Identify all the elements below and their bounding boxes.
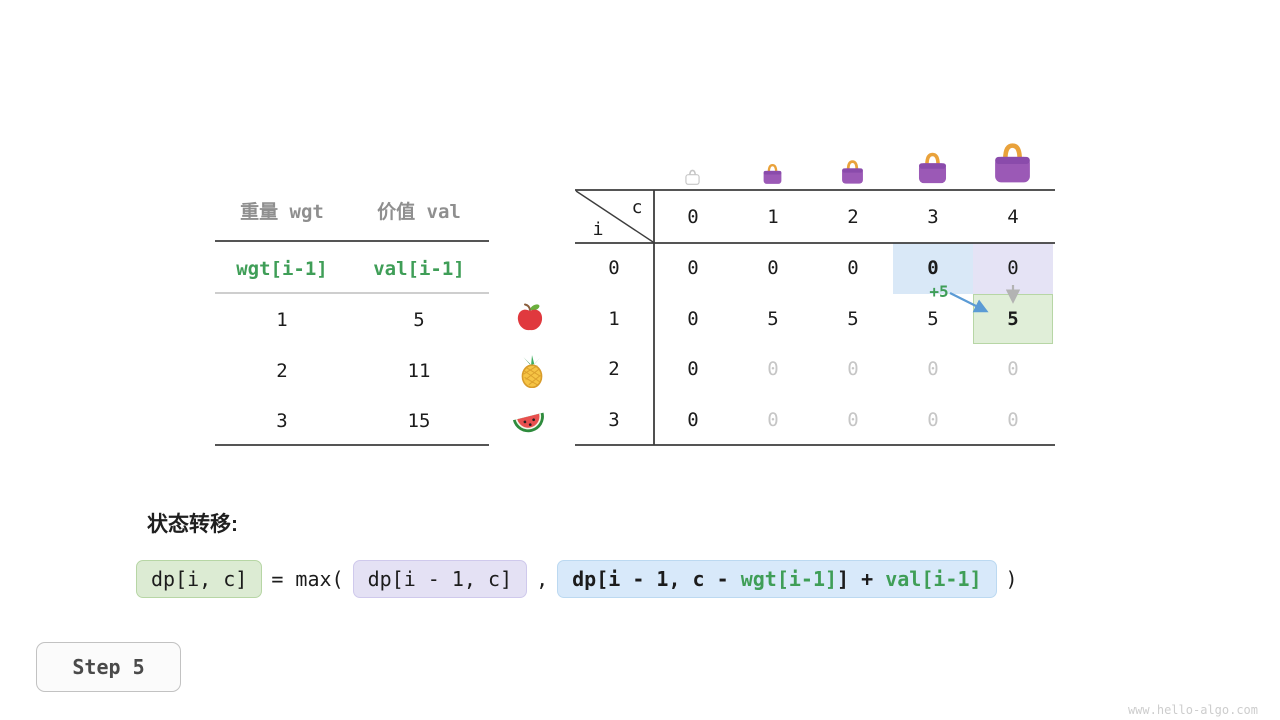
dp-row-header-0: 0 — [608, 257, 620, 280]
item-row-weight: 1 — [276, 309, 288, 331]
dp-cell-1-2: 5 — [847, 307, 859, 330]
dp-cell-2-2: 0 — [847, 358, 859, 381]
corner-row-label: i — [592, 219, 604, 240]
dp-cell-3-1: 0 — [767, 408, 779, 431]
step-button[interactable]: Step 5 — [36, 642, 181, 692]
bag-icon-3 — [918, 152, 947, 184]
formula-lhs: dp[i, c] — [136, 560, 263, 598]
formula-close-paren: ) — [1005, 567, 1018, 591]
item-row-weight: 3 — [276, 410, 288, 432]
dp-cell-1-1: 5 — [767, 307, 779, 330]
formula-comma: , — [536, 567, 549, 591]
dp-col-header-3: 3 — [927, 206, 939, 228]
formula-arg2-val: val[i-1] — [885, 567, 982, 591]
value-variable-label: val[i-1] — [373, 258, 465, 280]
dp-cell-0-1: 0 — [767, 257, 779, 280]
dp-cell-1-0: 0 — [687, 307, 699, 330]
dp-col-header-0: 0 — [687, 206, 699, 228]
dp-cell-3-2: 0 — [847, 408, 859, 431]
dp-col-header-4: 4 — [1007, 206, 1019, 228]
formula-arg2-wgt: wgt[i-1] — [740, 567, 838, 591]
dp-cell-2-3: 0 — [927, 358, 939, 381]
dp-cell-2-0: 0 — [687, 358, 699, 381]
dp-cell-1-3: 5 — [927, 307, 939, 330]
dp-row-header-2: 2 — [608, 358, 620, 381]
state-transition-label: 状态转移: — [147, 513, 238, 536]
pineapple-icon — [521, 355, 543, 388]
dp-col-header-1: 1 — [767, 206, 779, 228]
dp-cell-3-4: 0 — [1007, 408, 1019, 431]
formula: dp[i, c] = max( dp[i - 1, c] , dp[i - 1,… — [136, 560, 1018, 598]
bag-icon-2 — [842, 160, 863, 184]
watermelon-icon — [512, 412, 544, 433]
dp-row-header-3: 3 — [608, 408, 620, 431]
dp-cell-0-3-source-chosen: 0 — [893, 243, 973, 294]
dp-cell-0-0: 0 — [687, 257, 699, 280]
dp-cell-0-2: 0 — [847, 257, 859, 280]
dp-row-headers: 0 1 2 3 — [575, 243, 653, 445]
watermark: www.hello-algo.com — [1127, 703, 1258, 717]
dp-cells: 0 0 0 0 0 0 5 5 5 5 0 0 0 0 0 0 0 0 0 0 — [653, 243, 1053, 445]
formula-arg2-prefix: dp[i - 1, c - — [572, 567, 741, 591]
dp-cell-3-3: 0 — [927, 408, 939, 431]
formula-arg1: dp[i - 1, c] — [352, 560, 528, 598]
weight-variable-label: wgt[i-1] — [236, 258, 328, 280]
dp-cell-1-4-current: 5 — [973, 293, 1053, 344]
weight-column-header: 重量 wgt — [240, 201, 324, 223]
formula-arg2: dp[i - 1, c - wgt[i-1]] + val[i-1] — [557, 560, 997, 598]
bag-icon-4 — [995, 143, 1030, 183]
bag-icon-empty — [685, 169, 700, 185]
dp-cell-2-4: 0 — [1007, 358, 1019, 381]
value-column-header: 价值 val — [377, 201, 461, 223]
plus-value-annotation: +5 — [929, 282, 949, 301]
dp-col-header-2: 2 — [847, 206, 859, 228]
apple-icon — [517, 303, 543, 331]
formula-operator: = max( — [271, 567, 344, 591]
item-row-value: 5 — [413, 309, 425, 331]
item-row-weight: 2 — [276, 360, 288, 382]
dp-row-header-1: 1 — [608, 307, 620, 330]
formula-arg2-mid: ] + — [837, 567, 886, 591]
bag-icon-1 — [763, 163, 782, 184]
dp-cell-2-1: 0 — [767, 358, 779, 381]
item-row-value: 11 — [407, 360, 431, 382]
dp-column-headers: 0 1 2 3 4 — [653, 192, 1053, 242]
corner-col-label: c — [631, 197, 643, 218]
dp-cell-3-0: 0 — [687, 408, 699, 431]
item-row-value: 15 — [407, 410, 431, 432]
dp-cell-0-4-source-other: 0 — [973, 243, 1053, 294]
